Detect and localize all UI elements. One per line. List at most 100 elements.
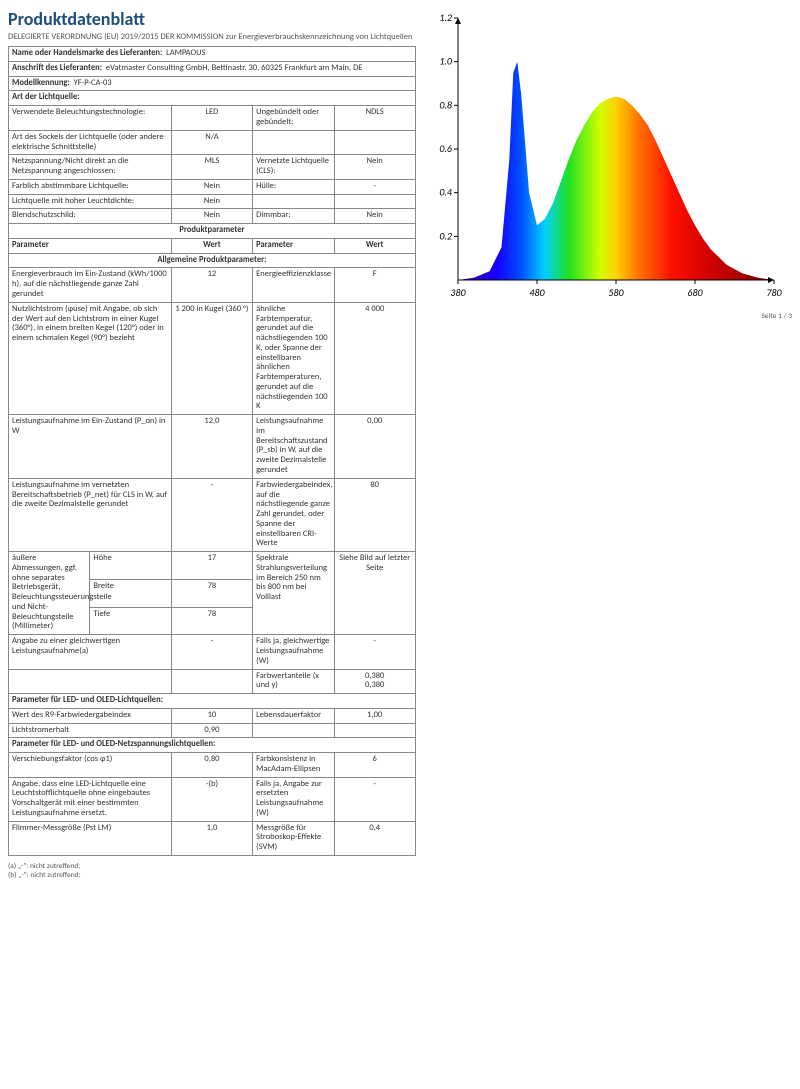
param-label: Blendschutzschild: bbox=[9, 209, 172, 224]
datasheet-right: 0.2 0.4 0.6 0.8 1.0 1.2 380 480 580 680 780 Seite … bbox=[424, 8, 792, 880]
param-value: 4 000 bbox=[334, 302, 415, 414]
param-label: Netzspannung/Nicht direkt an die Netzspa… bbox=[9, 155, 172, 180]
param-value: 0,380 0,380 bbox=[334, 669, 415, 694]
model-id: YF-P-CA-03 bbox=[74, 78, 112, 88]
param-value: LED bbox=[171, 106, 252, 131]
param-value: NDLS bbox=[334, 106, 415, 131]
param-label: Wert des R9-Farbwiedergabeindex bbox=[9, 708, 172, 723]
param-label: Art des Sockels der Lichtquelle (oder an… bbox=[9, 130, 172, 155]
param-value: - bbox=[334, 635, 415, 669]
param-value: 0,90 bbox=[171, 723, 252, 738]
param-value: Nein bbox=[171, 209, 252, 224]
param-value bbox=[334, 130, 415, 155]
param-value: 6 bbox=[334, 753, 415, 778]
param-value: Nein bbox=[334, 209, 415, 224]
param-label: Farblich abstimmbare Lichtquelle: bbox=[9, 179, 172, 194]
param-value: - bbox=[334, 179, 415, 194]
param-label: Energieverbrauch im Ein-Zustand (kWh/100… bbox=[9, 268, 172, 302]
footnote-a: (a) „-": nicht zutreffend; bbox=[8, 862, 416, 871]
svg-text:580: 580 bbox=[608, 286, 624, 299]
param-label: Leistungsaufnahme im Ein-Zustand (P_on) … bbox=[9, 415, 172, 479]
param-label: Angabe, dass eine LED-Lichtquelle eine L… bbox=[9, 777, 172, 821]
param-label bbox=[253, 194, 334, 209]
param-value: - bbox=[171, 478, 252, 551]
supplier-name-label: Name oder Handelsmarke des Lieferanten: bbox=[12, 48, 162, 58]
param-label: Vernetzte Lichtquelle (CLS): bbox=[253, 155, 334, 180]
param-value bbox=[334, 723, 415, 738]
param-label: Angabe zu einer gleichwertigen Leistungs… bbox=[9, 635, 172, 669]
mains-header: Parameter für LED- und OLED-Netzspannung… bbox=[9, 738, 416, 753]
product-param-header: Produktparameter bbox=[9, 224, 416, 239]
param-value: - bbox=[171, 635, 252, 669]
model-label: Modellkennung: bbox=[12, 78, 70, 88]
doc-subtitle: DELEGIERTE VERORDNUNG (EU) 2019/2015 DER… bbox=[8, 32, 416, 42]
svg-text:680: 680 bbox=[687, 286, 703, 299]
datasheet-left: Produktdatenblatt DELEGIERTE VERORDNUNG … bbox=[8, 8, 416, 880]
col-wert: Wert bbox=[171, 238, 252, 253]
dims-label: äußere Abmessungen, ggf. ohne separates … bbox=[9, 552, 90, 635]
param-value: 0,80 bbox=[171, 753, 252, 778]
param-label: Lichtquelle mit hoher Leuchtdichte: bbox=[9, 194, 172, 209]
param-label: Messgröße für Stroboskop-Effekte (SVM) bbox=[253, 821, 334, 855]
supplier-name: LAMPAOUS bbox=[166, 48, 205, 58]
doc-title: Produktdatenblatt bbox=[8, 8, 416, 30]
param-label: Nutzlichtstrom (φuse) mit Angabe, ob sic… bbox=[9, 302, 172, 414]
depth-value: 78 bbox=[171, 607, 252, 635]
svg-text:480: 480 bbox=[529, 286, 545, 299]
svg-text:780: 780 bbox=[766, 286, 782, 299]
param-label: Dimmbar: bbox=[253, 209, 334, 224]
footnotes: (a) „-": nicht zutreffend; (b) „-": nich… bbox=[8, 862, 416, 880]
param-label: Farbwertanteile (x und y) bbox=[253, 669, 334, 694]
param-label: Lebensdauerfaktor bbox=[253, 708, 334, 723]
page-number: Seite 1 / 3 bbox=[424, 312, 792, 321]
type-header: Art der Lichtquelle: bbox=[9, 91, 416, 106]
param-label: Leistungsaufnahme im Bereitschaftszustan… bbox=[253, 415, 334, 479]
param-label: Farbkonsistenz in MacAdam-Ellipsen bbox=[253, 753, 334, 778]
param-label: Falls ja, Angabe zur ersetzten Leistungs… bbox=[253, 777, 334, 821]
spectrum-chart: 0.2 0.4 0.6 0.8 1.0 1.2 380 480 580 680 780 bbox=[424, 8, 784, 308]
svg-text:0.2: 0.2 bbox=[439, 229, 452, 242]
param-label bbox=[253, 723, 334, 738]
svg-text:380: 380 bbox=[450, 286, 466, 299]
param-label bbox=[9, 669, 172, 694]
param-value: MLS bbox=[171, 155, 252, 180]
param-value bbox=[334, 194, 415, 209]
height-label: Höhe bbox=[90, 552, 171, 580]
supplier-addr: eVatmaster Consulting GmbH, Bettinastr. … bbox=[106, 63, 363, 73]
col-wert2: Wert bbox=[334, 238, 415, 253]
depth-label: Tiefe bbox=[90, 607, 171, 635]
param-label: Hülle: bbox=[253, 179, 334, 194]
supplier-addr-label: Anschrift des Lieferanten: bbox=[12, 63, 102, 73]
svg-text:0.4: 0.4 bbox=[439, 186, 453, 199]
col-parameter: Parameter bbox=[9, 238, 172, 253]
param-label: Lichtstromerhalt bbox=[9, 723, 172, 738]
col-parameter2: Parameter bbox=[253, 238, 334, 253]
spectral-value: Siehe Bild auf letzter Seite bbox=[334, 552, 415, 635]
param-value: F bbox=[334, 268, 415, 302]
param-value: 12 bbox=[171, 268, 252, 302]
param-label: Flimmer-Messgröße (Pst LM) bbox=[9, 821, 172, 855]
param-value bbox=[171, 669, 252, 694]
param-label: Leistungsaufnahme im vernetzten Bereitsc… bbox=[9, 478, 172, 551]
param-value: Nein bbox=[334, 155, 415, 180]
svg-text:1.2: 1.2 bbox=[439, 11, 452, 24]
spectral-label: Spektrale Strahlungsverteilung im Bereic… bbox=[253, 552, 334, 635]
param-label: ähnliche Farbtemperatur, gerundet auf di… bbox=[253, 302, 334, 414]
param-value: Nein bbox=[171, 179, 252, 194]
param-value: 10 bbox=[171, 708, 252, 723]
param-label: Energieeffizienzklasse bbox=[253, 268, 334, 302]
param-value: Nein bbox=[171, 194, 252, 209]
footnote-b: (b) „-": nicht zutreffend; bbox=[8, 871, 416, 880]
param-value: 1 200 in Kugel (360 °) bbox=[171, 302, 252, 414]
param-label: Verschiebungsfaktor (cos φ1) bbox=[9, 753, 172, 778]
param-label bbox=[253, 130, 334, 155]
svg-text:1.0: 1.0 bbox=[439, 55, 453, 68]
param-value: -(b) bbox=[171, 777, 252, 821]
param-label: Verwendete Beleuchtungstechnologie: bbox=[9, 106, 172, 131]
param-label: Ungebündelt oder gebündelt: bbox=[253, 106, 334, 131]
svg-text:0.6: 0.6 bbox=[439, 142, 452, 155]
datasheet-table: Name oder Handelsmarke des Lieferanten: … bbox=[8, 46, 416, 856]
general-param-header: Allgemeine Produktparameter: bbox=[9, 253, 416, 268]
svg-text:0.8: 0.8 bbox=[439, 98, 452, 111]
param-value: 1,00 bbox=[334, 708, 415, 723]
